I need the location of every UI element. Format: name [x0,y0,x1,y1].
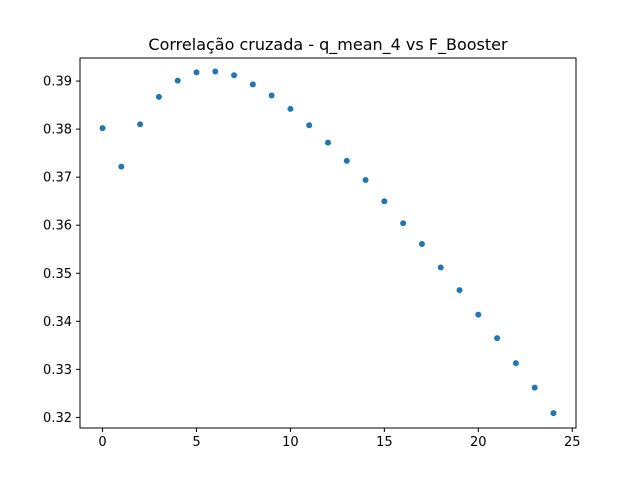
y-tick-label: 0.38 [43,123,72,138]
x-axis: 0 5 10 15 20 25 [98,428,581,450]
x-tick-label: 25 [564,435,581,450]
y-tick-label: 0.33 [43,363,72,378]
data-point [268,92,275,99]
data-point [287,105,294,112]
data-point [325,139,331,146]
chart-title: Correlação cruzada - q_mean_4 vs F_Boost… [148,35,508,55]
y-tick-label: 0.39 [43,75,72,90]
data-point [475,311,482,318]
data-point [99,125,106,132]
data-point [174,77,181,84]
y-axis: 0.32 0.33 0.34 0.35 0.36 0.37 0.38 0.39 [43,75,80,426]
data-point [418,240,425,247]
x-tick-label: 10 [282,435,299,450]
data-point [306,122,313,129]
data-points [99,68,557,417]
data-point [155,93,162,100]
x-tick-label: 5 [192,435,200,450]
data-point [494,335,501,342]
data-point [193,69,200,76]
y-tick-label: 0.37 [43,171,72,186]
data-point [531,384,538,391]
data-point [137,121,144,128]
y-tick-label: 0.36 [43,219,72,234]
data-point [362,177,369,184]
data-point [512,360,519,367]
data-point [212,68,219,75]
data-point [249,81,256,88]
data-point [381,198,388,205]
x-tick-label: 20 [470,435,487,450]
y-tick-label: 0.32 [43,411,72,426]
data-point [550,410,557,417]
x-tick-label: 0 [98,435,106,450]
data-point [231,72,238,79]
y-tick-label: 0.34 [43,315,72,330]
data-point [456,287,463,294]
x-tick-label: 15 [376,435,393,450]
plot-frame [79,57,577,429]
data-point [437,264,444,271]
data-point [400,220,407,227]
data-point [118,163,125,170]
data-point [343,157,350,164]
y-tick-label: 0.35 [43,267,72,282]
